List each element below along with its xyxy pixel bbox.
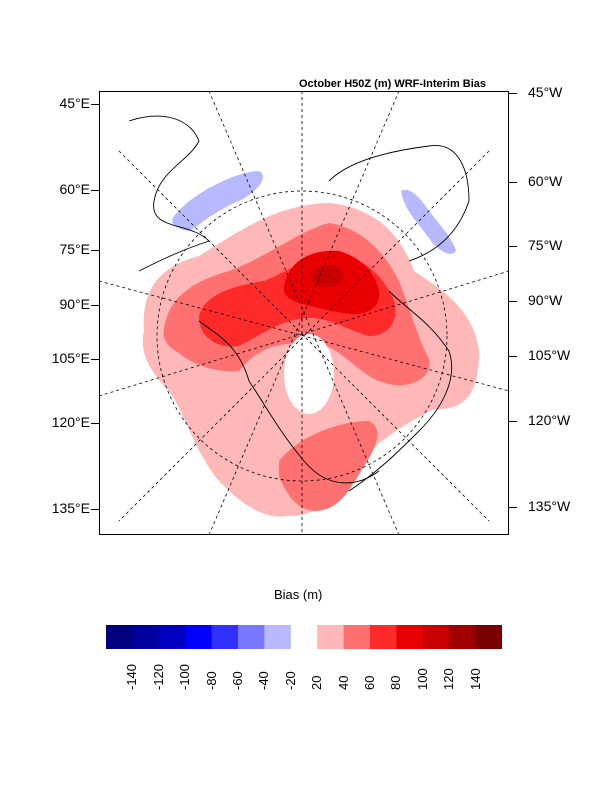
colorbar-tick-label: -60 [230,671,245,690]
tick-60e [91,190,99,191]
lat-label-75w: 75°W [528,237,563,253]
colorbar-tick-label: 60 [362,675,377,690]
colorbar-tick-label: -20 [282,671,298,690]
tick-135e [91,509,99,510]
colorbar-swatch [290,625,318,649]
coastlines [128,115,470,492]
colorbar-tick-label: 80 [388,675,404,690]
tick-120e [91,423,99,424]
colorbar-swatch [211,625,239,649]
colorbar-swatch [449,625,477,649]
bias-100-120 [311,265,343,287]
coastline-siberia [198,320,380,484]
lat-label-135w: 135°W [528,498,571,514]
colorbar-swatch [317,625,345,649]
colorbar-tick-label: 100 [414,668,430,690]
colorbar-tick-label: 140 [467,668,483,690]
lat-label-60w: 60°W [528,173,563,189]
colorbar-swatch [132,625,160,649]
tick-105e [91,359,99,360]
lat-label-105e: 105°E [51,350,90,366]
colorbar-swatch [264,625,292,649]
bias-40-60-alaska [279,421,378,511]
colorbar-swatch [396,625,424,649]
lat-label-60e: 60°E [59,181,90,197]
tick-45e [91,104,99,105]
tick-90e [91,305,99,306]
colorbar-title: Bias (m) [274,587,323,602]
colorbar-tick-label: 20 [309,675,325,690]
lat-label-120e: 120°E [51,414,90,430]
colorbar-swatch [370,625,397,649]
colorbar-swatch [238,625,265,649]
colorbar-swatch [422,625,450,649]
tick-120w [509,421,517,422]
colorbar-swatch [475,625,502,649]
lat-label-135e: 135°E [51,500,90,516]
colorbar-tick-label: 40 [335,675,351,690]
lat-label-120w: 120°W [528,412,571,428]
lat-label-90w: 90°W [528,292,563,308]
bias-fields [142,171,479,517]
colorbar-tick-label: -80 [203,671,219,690]
coastline-scandinavia [128,115,210,272]
colorbar-tick-label: -140 [124,663,140,690]
lat-label-75e: 75°E [59,241,90,257]
colorbar-swatch [158,625,186,649]
colorbar [106,625,502,649]
blue-region-scandinavia [172,171,263,231]
tick-135w [509,507,517,508]
map-panel [99,91,509,535]
colorbar-tick-label: -40 [256,671,272,690]
tick-75w [509,246,517,247]
colorbar-tick-label: 120 [441,668,457,690]
lat-label-45e: 45°E [59,95,90,111]
tick-105w [509,356,517,357]
coastline-greenland [328,145,470,262]
bias-near-zero-pole [284,334,334,414]
tick-90w [509,301,517,302]
blue-region-hudson [401,189,456,254]
lat-label-105w: 105°W [528,347,571,363]
lat-label-90e: 90°E [59,296,90,312]
colorbar-tick-label: -120 [150,663,166,690]
lat-label-45w: 45°W [528,84,563,100]
colorbar-swatch [343,625,371,649]
colorbar-swatch [106,625,133,649]
coastline-canada [348,290,453,492]
colorbar-swatch [185,625,213,649]
chart-title: October H50Z (m) WRF-Interim Bias [299,78,487,90]
tick-60w [509,182,517,183]
tick-75e [91,250,99,251]
colorbar-tick-label: -100 [177,663,193,690]
grid-lines [99,91,509,535]
tick-45w [509,93,517,94]
